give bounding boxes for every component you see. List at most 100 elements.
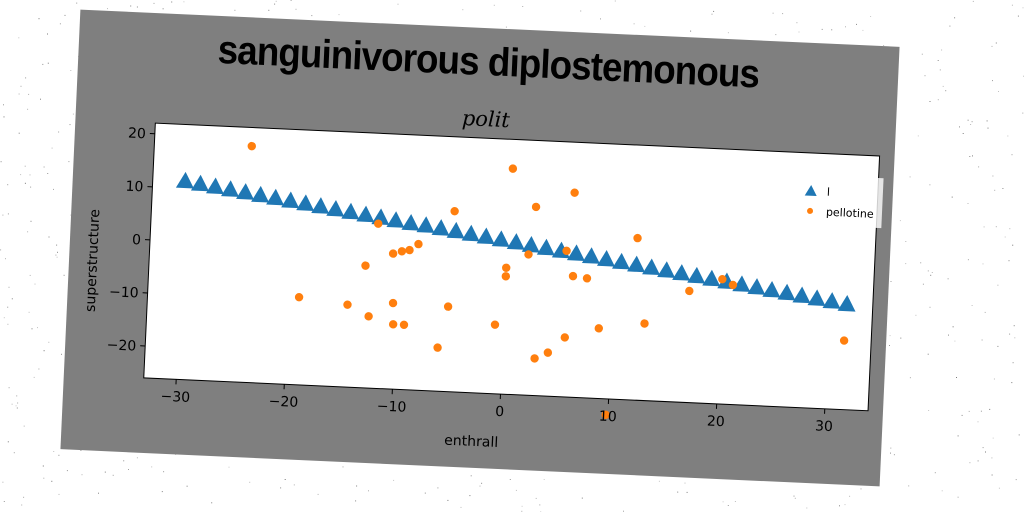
speckle-dot: [295, 8, 297, 10]
speckle-dot: [153, 2, 155, 4]
speckle-dot: [437, 487, 439, 489]
speckle-dot: [981, 339, 983, 341]
speckle-dot: [7, 441, 9, 443]
series-pellotine-point: [414, 239, 423, 249]
speckle-dot: [275, 0, 277, 2]
series-pellotine-point: [247, 141, 256, 151]
speckle-dot: [775, 34, 777, 36]
speckle-dot: [228, 466, 230, 468]
speckle-dot: [977, 460, 979, 462]
legend-label-pellotine: pellotine: [826, 206, 874, 221]
speckle-dot: [186, 485, 188, 487]
speckle-dot: [909, 377, 911, 379]
speckle-dot: [284, 479, 286, 480]
speckle-dot: [171, 1, 173, 3]
series-l-point: [190, 174, 209, 192]
series-l-point: [642, 258, 661, 276]
speckle-dot: [183, 1, 185, 3]
series-l-point: [401, 214, 420, 231]
speckle-dot: [1012, 244, 1014, 246]
speckle-dot: [982, 263, 984, 265]
axes-frame: [143, 122, 881, 412]
series-l-point: [506, 233, 525, 250]
speckle-dot: [58, 131, 60, 133]
speckle-dot: [1011, 154, 1013, 156]
speckle-dot: [982, 447, 984, 449]
series-l-point: [596, 250, 615, 267]
speckle-dot: [38, 18, 40, 20]
speckle-dot: [515, 489, 517, 491]
speckle-dot: [1009, 333, 1011, 335]
speckle-dot: [978, 166, 980, 168]
speckle-dot: [317, 493, 319, 495]
series-l-point: [266, 188, 285, 206]
speckle-dot: [983, 226, 985, 228]
speckle-dot: [962, 133, 964, 134]
speckle-dot: [539, 504, 541, 506]
series-pellotine-point: [685, 286, 694, 296]
speckle-dot: [993, 378, 995, 380]
speckle-dot: [3, 116, 5, 118]
series-pellotine-point: [524, 250, 533, 259]
speckle-dot: [922, 283, 924, 285]
series-l-point: [657, 261, 676, 278]
speckle-dot: [921, 53, 923, 55]
plot-area: [143, 123, 880, 411]
speckle-dot: [16, 395, 18, 397]
series-l-point: [807, 289, 826, 306]
x-tick-label: 10: [598, 409, 617, 426]
speckle-dot: [162, 8, 164, 10]
series-pellotine-point: [399, 320, 409, 330]
speckle-dot: [128, 469, 129, 470]
speckle-dot: [899, 220, 901, 222]
speckle-dot: [977, 421, 979, 423]
y-tick-label: −20: [106, 337, 136, 354]
speckle-dot: [30, 220, 32, 222]
speckle-dot: [2, 481, 4, 483]
speckle-dot: [967, 259, 969, 261]
series-pellotine-point: [343, 300, 352, 309]
speckle-dot: [798, 31, 800, 33]
speckle-dot: [48, 236, 50, 238]
speckle-dot: [151, 466, 153, 468]
speckle-dot: [1002, 188, 1004, 189]
series-l-point: [281, 191, 300, 209]
series-l-point: [837, 294, 856, 312]
series-pellotine-point: [582, 274, 592, 283]
speckle-dot: [3, 501, 5, 502]
speckle-dot: [968, 410, 970, 412]
speckle-dot: [43, 166, 45, 168]
series-l-point: [476, 227, 495, 245]
speckle-dot: [969, 156, 971, 157]
speckle-dot: [81, 474, 83, 476]
speckle-dot: [47, 62, 49, 64]
speckle-dot: [535, 497, 537, 499]
speckle-dot: [397, 3, 399, 5]
speckle-dot: [58, 454, 60, 456]
series-pellotine-point: [568, 271, 578, 281]
speckle-dot: [18, 132, 20, 134]
speckle-dot: [1018, 434, 1020, 436]
speckle-dot: [393, 479, 395, 481]
speckle-dot: [28, 311, 30, 313]
series-l-point: [416, 216, 435, 233]
speckle-dot: [509, 479, 511, 480]
speckle-dot: [23, 496, 25, 498]
x-axis-label: enthrall: [444, 433, 499, 451]
series-pellotine-point: [388, 320, 398, 329]
speckle-dot: [992, 437, 994, 439]
speckle-dot: [928, 410, 930, 411]
speckle-dot: [989, 408, 991, 410]
speckle-dot: [971, 121, 973, 123]
speckle-dot: [994, 189, 996, 191]
series-pellotine-point: [640, 319, 649, 328]
speckle-dot: [954, 17, 956, 19]
speckle-dot: [909, 176, 911, 178]
speckle-dot: [794, 497, 796, 499]
speckle-dot: [130, 5, 132, 7]
speckle-dot: [991, 45, 993, 47]
speckle-dot: [55, 254, 57, 256]
series-pellotine-point: [601, 410, 610, 420]
series-l-point: [611, 252, 630, 270]
speckle-dot: [18, 93, 20, 95]
